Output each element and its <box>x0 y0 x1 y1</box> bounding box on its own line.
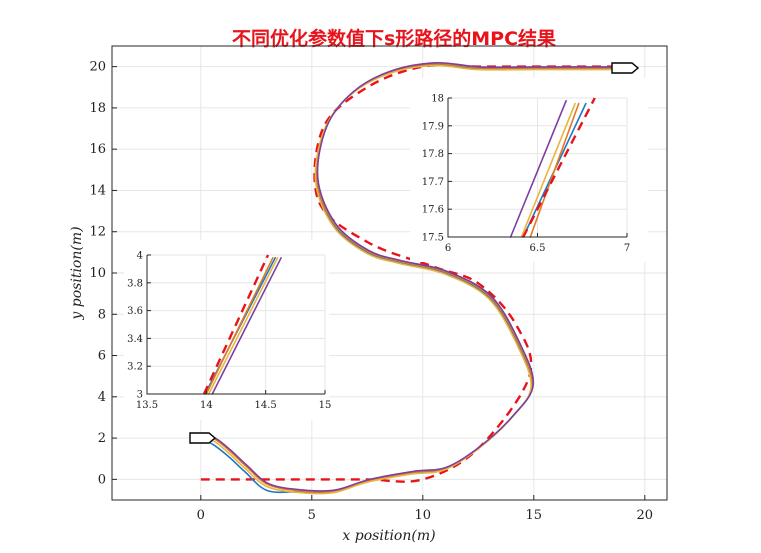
x-tick-label: 20 <box>637 508 654 523</box>
y-tick-label: 0 <box>98 472 106 487</box>
y-tick-label: 18 <box>89 101 106 116</box>
inset-left-axes: 13.5 14 14.5 15 3 3.2 3.4 3.6 3.8 4 <box>124 240 331 420</box>
inset-top-y-tick-label: 17.7 <box>422 177 444 188</box>
start-boat-icon <box>190 433 215 443</box>
inset-left-y-tick-label: 3.4 <box>127 334 143 345</box>
y-tick-label: 10 <box>89 266 106 281</box>
inset-top-x-tick-label: 7 <box>624 243 630 254</box>
inset-top-background <box>410 78 648 262</box>
y-tick-label: 20 <box>89 60 106 75</box>
inset-left-y-tick-label: 3.6 <box>127 306 143 317</box>
end-boat-marker <box>612 63 638 73</box>
inset-left-y-tick-label: 3 <box>137 390 143 401</box>
inset-top-y-tick-label: 17.9 <box>422 121 444 132</box>
x-axis-label: x position(m) <box>342 528 435 544</box>
y-tick-label: 8 <box>98 307 106 322</box>
chart-title: 不同优化参数值下s形路径的MPC结果 <box>232 27 556 50</box>
x-tick-label: 0 <box>197 508 205 523</box>
end-boat-icon <box>612 63 638 73</box>
inset-left-y-tick-label: 4 <box>137 251 143 262</box>
y-tick-label: 12 <box>89 225 106 240</box>
inset-left-x-tick-label: 14 <box>200 400 213 411</box>
inset-top-y-tick-label: 18 <box>431 94 444 105</box>
inset-left-background <box>124 240 329 420</box>
y-tick-label: 16 <box>89 142 106 157</box>
inset-left-x-tick-label: 15 <box>319 400 332 411</box>
x-tick-label: 15 <box>526 508 543 523</box>
start-boat-marker <box>190 433 215 443</box>
inset-left-x-tick-label: 13.5 <box>136 400 158 411</box>
inset-top-axes: 6 6.5 7 17.5 17.6 17.7 17.8 17.9 18 <box>410 78 648 262</box>
x-tick-label: 10 <box>415 508 432 523</box>
y-axis-label: y position(m) <box>69 226 85 320</box>
inset-top-y-tick-label: 17.8 <box>422 149 444 160</box>
inset-top-y-tick-label: 17.5 <box>422 233 444 244</box>
y-tick-label: 2 <box>98 431 106 446</box>
x-tick-label: 5 <box>308 508 316 523</box>
y-tick-label: 14 <box>89 183 106 198</box>
inset-left-y-tick-label: 3.8 <box>127 278 143 289</box>
inset-top-y-tick-label: 17.6 <box>422 205 444 216</box>
y-tick-label: 4 <box>98 390 106 405</box>
inset-left-y-tick-label: 3.2 <box>127 362 143 373</box>
y-tick-label: 6 <box>98 349 106 364</box>
inset-top-x-tick-label: 6.5 <box>530 243 546 254</box>
inset-left-x-tick-label: 14.5 <box>255 400 277 411</box>
inset-top-x-tick-label: 6 <box>445 243 451 254</box>
